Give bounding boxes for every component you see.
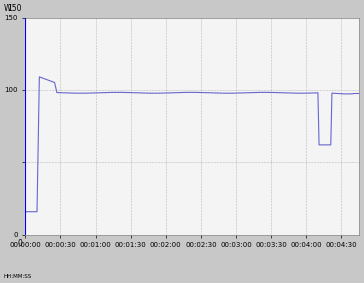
Text: 0: 0 — [17, 239, 22, 248]
Text: HH:MM:SS: HH:MM:SS — [4, 274, 32, 279]
Text: W: W — [4, 4, 11, 13]
Text: 150: 150 — [8, 4, 22, 13]
